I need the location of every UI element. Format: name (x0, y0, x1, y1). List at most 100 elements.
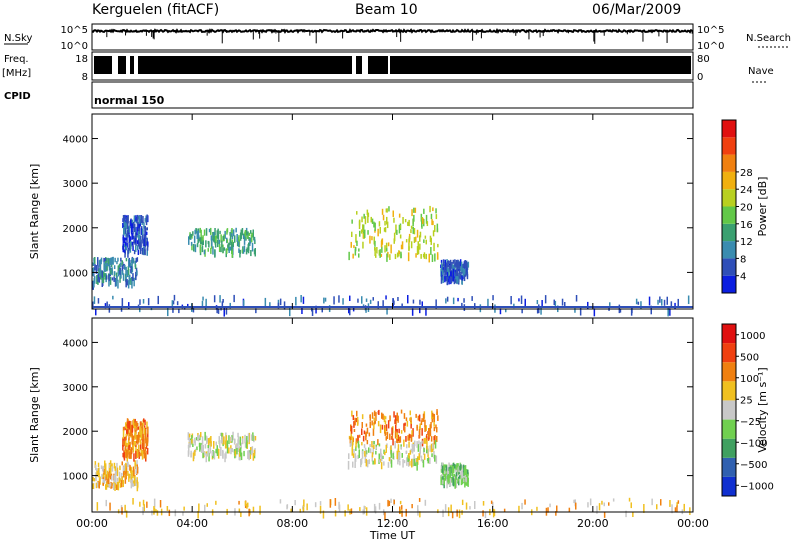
echo-cell (601, 500, 603, 505)
echo-cell (133, 480, 135, 484)
echo-cell (206, 436, 208, 445)
echo-cell (396, 252, 399, 258)
echo-cell (218, 436, 220, 442)
y-tick-label: 2000 (63, 427, 88, 438)
echo-cell (431, 453, 433, 458)
echo-cell (431, 219, 433, 226)
echo-cell (338, 295, 340, 303)
echo-cell (392, 453, 394, 459)
echo-cell (96, 468, 98, 472)
echo-cell (423, 208, 425, 214)
echo-cell (229, 232, 231, 236)
echo-cell (140, 448, 142, 455)
echo-cell (127, 470, 129, 476)
echo-cell (457, 272, 459, 277)
echo-cell (392, 426, 394, 434)
echo-cell (386, 208, 388, 213)
echo-cell (460, 272, 462, 278)
echo-cell (107, 258, 110, 265)
y-axis-label: Slant Range [km] (28, 164, 41, 260)
echo-cell (114, 257, 116, 263)
echo-cell (122, 273, 125, 281)
echo-cell (192, 443, 194, 447)
colorbar-cell (722, 154, 736, 172)
echo-cell (94, 461, 97, 468)
echo-cell (384, 432, 387, 436)
echo-cell (524, 499, 526, 505)
echo-cell (432, 220, 434, 226)
echo-cell (415, 413, 417, 418)
echo-cell (397, 434, 400, 441)
echo-cell (464, 473, 467, 481)
echo-cell (234, 451, 237, 457)
echo-cell (138, 231, 140, 240)
echo-cell (411, 445, 414, 454)
echo-cell (445, 474, 447, 482)
echo-cell (117, 265, 120, 274)
echo-cell (290, 508, 292, 513)
echo-cell (387, 462, 390, 468)
echo-cell (134, 223, 136, 233)
echo-cell (136, 450, 139, 459)
echo-cell (240, 452, 243, 461)
echo-cell (130, 241, 132, 250)
echo-cell (189, 440, 191, 448)
colorbar-tick-label: 25 (740, 395, 753, 406)
echo-cell (121, 270, 124, 275)
echo-cell (368, 432, 371, 437)
echo-cell (492, 501, 494, 508)
echo-cell (420, 455, 423, 462)
echo-cell (226, 440, 228, 446)
echo-cell (254, 436, 257, 441)
nsky-strip-frame (91, 23, 694, 51)
echo-cell (461, 465, 463, 475)
freq-tick-bottom: 8 (82, 72, 88, 83)
echo-cell (425, 214, 428, 224)
echo-cell (202, 296, 204, 301)
echo-cell (458, 509, 461, 519)
echo-cell (414, 440, 416, 447)
echo-cell (446, 296, 449, 302)
echo-cell (105, 275, 108, 280)
echo-cell (625, 510, 627, 518)
echo-cell (467, 479, 469, 487)
echo-cell (447, 472, 449, 477)
echo-cell (142, 499, 145, 506)
echo-cell (122, 215, 125, 223)
echo-cell (447, 272, 449, 279)
echo-cell (352, 453, 355, 458)
echo-cell (635, 298, 638, 305)
echo-cell (130, 265, 132, 271)
echo-cell (442, 509, 444, 518)
echo-cell (121, 461, 123, 466)
echo-cell (409, 417, 411, 421)
echo-cell (190, 450, 192, 458)
echo-cell (447, 260, 449, 268)
echo-cell (207, 447, 210, 457)
echo-cell (314, 502, 317, 508)
echo-cell (124, 504, 126, 513)
echo-cell (191, 435, 193, 441)
echo-cell (137, 249, 140, 255)
echo-cell (419, 235, 421, 242)
colorbar-cell (722, 476, 736, 496)
echo-cell (244, 434, 246, 444)
echo-cell (134, 463, 137, 470)
echo-cell (202, 445, 204, 454)
x-tick-label: 00:00 (76, 517, 108, 530)
echo-cell (241, 249, 244, 253)
echo-cell (369, 415, 371, 419)
echo-cell (415, 253, 417, 258)
echo-cell (127, 215, 129, 224)
nave-tick-bottom: 0 (697, 72, 703, 83)
echo-cell (399, 460, 401, 466)
echo-cell (404, 422, 406, 426)
echo-cell (253, 249, 256, 255)
echo-cell (411, 458, 413, 468)
echo-cell (429, 235, 432, 242)
echo-cell (373, 236, 375, 245)
echo-cell (104, 273, 106, 280)
echo-cell (351, 410, 353, 417)
echo-cell (385, 444, 387, 453)
echo-cell (118, 476, 121, 483)
